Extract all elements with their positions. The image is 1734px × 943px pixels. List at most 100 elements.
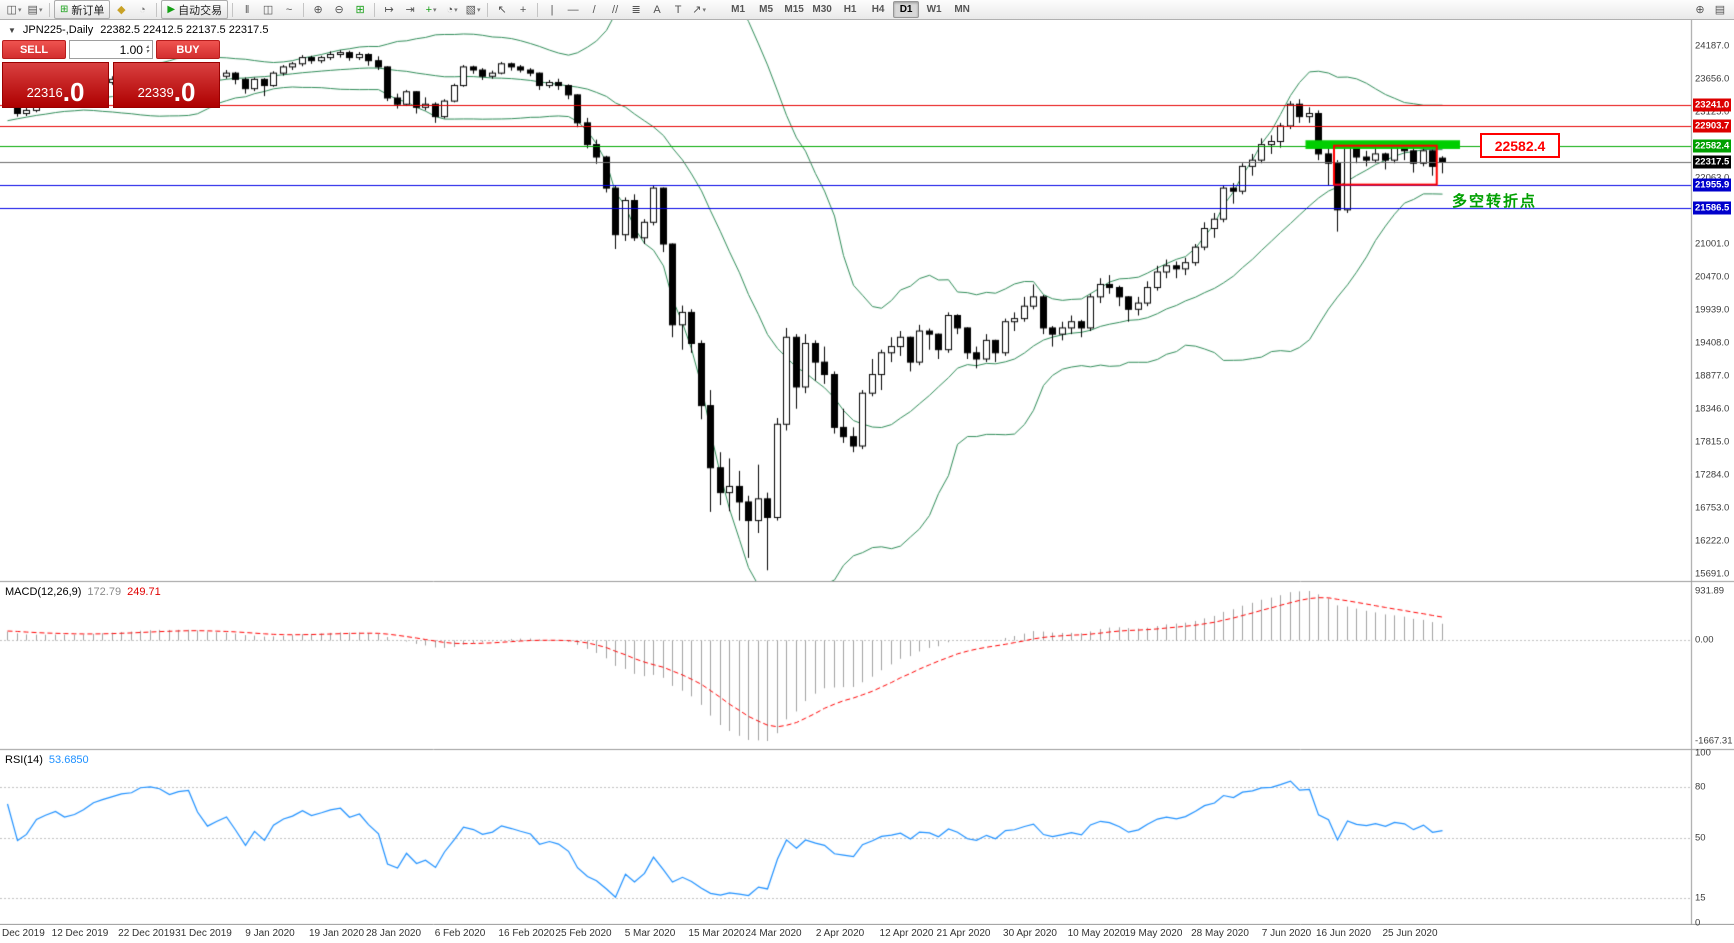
volume-value[interactable]: 1.00 [119, 42, 143, 57]
volume-down-icon[interactable]: ▾ [145, 48, 149, 55]
line-chart-icon: ~ [285, 3, 293, 16]
volume-stepper[interactable]: 1.00 ▴ ▾ [69, 40, 153, 59]
zoom-out-icon[interactable]: ⊖ [329, 0, 349, 19]
rsi-scale-label: 100 [1695, 747, 1711, 759]
chevron-down-icon: ▾ [454, 6, 458, 14]
channel-icon[interactable]: // [605, 0, 625, 19]
fibonacci-icon[interactable]: ≣ [626, 0, 646, 19]
horizontal-line-icon: — [567, 3, 579, 16]
bar-chart-icon[interactable]: ‖ [237, 0, 257, 19]
date-tick-label: 12 Apr 2020 [879, 928, 934, 939]
new-chart-icon[interactable]: ◫ ▾ [4, 0, 24, 19]
profiles-icon[interactable]: ▤ ▾ [25, 0, 45, 19]
rsi-scale-label: 50 [1695, 832, 1706, 844]
chart-shift-icon[interactable]: ⇥ [400, 0, 420, 19]
rsi-scale-label: 80 [1695, 781, 1706, 793]
date-tick-label: 5 Mar 2020 [624, 928, 676, 939]
toolbar: ◫ ▾ ▤ ▾ ⊞ 新订单 ◆ ◔ ▶ 自动交易 ‖ ◫ ~ ⊕ ⊖ ⊞ ↦ ⇥ + ▾ ◔ ▾ ▧ ▾ ↖ + | — ///≣ A T ↗… [0, 0, 1734, 20]
date-tick-label: 9 Jan 2020 [245, 928, 295, 939]
buy-button[interactable]: BUY [156, 40, 220, 59]
toolbar-main-group: ◫ ▾ ▤ ▾ ⊞ 新订单 ◆ ◔ ▶ 自动交易 ‖ ◫ ~ ⊕ ⊖ ⊞ ↦ ⇥ + ▾ ◔ ▾ ▧ ▾ ↖ + | — ///≣ A T ↗… [4, 0, 709, 19]
timeframe-m30[interactable]: M30 [812, 4, 832, 15]
macd-scale-label: 931.89 [1695, 585, 1725, 597]
price-callout-box[interactable]: 22582.4 [1480, 133, 1560, 158]
timeframe-toolbar: M1 M5 M15 M30 H1 H4 D1 W1 MN [724, 1, 976, 18]
date-tick-label: 31 Dec 2019 [175, 928, 232, 939]
buy-price-box[interactable]: 22339.0 [113, 62, 220, 108]
timeframe-w1[interactable]: W1 [926, 4, 942, 15]
timeframe-h1[interactable]: H1 [843, 4, 857, 15]
cursor-icon[interactable]: ↖ [492, 0, 512, 19]
timeframe-m1[interactable]: M1 [731, 4, 746, 15]
date-tick-label: 28 Jan 2020 [365, 928, 422, 939]
timeframe-d1[interactable]: D1 [893, 1, 920, 18]
date-tick-label: 16 Jun 2020 [1315, 928, 1372, 939]
chevron-down-icon: ▾ [433, 6, 437, 14]
volume-spin[interactable]: ▴ ▾ [145, 43, 149, 55]
candlestick-chart-icon[interactable]: ◫ [258, 0, 278, 19]
metaeditor-icon[interactable]: ◆ [111, 0, 131, 19]
toolbar-separator [49, 2, 50, 17]
autotrading-button[interactable]: ▶ 自动交易 [161, 0, 229, 19]
timeframe-mn[interactable]: MN [954, 4, 970, 15]
sell-price-box[interactable]: 22316.0 [2, 62, 109, 108]
timeframe-h4[interactable]: H4 [871, 4, 885, 15]
timeframe-m5[interactable]: M5 [759, 4, 774, 15]
chevron-down-icon: ▾ [702, 6, 706, 14]
history-center-icon[interactable]: ◔ [132, 0, 152, 19]
horizontal-line-icon[interactable]: — [563, 0, 583, 19]
price-chart-canvas[interactable] [0, 20, 1734, 925]
new-order-button[interactable]: ⊞ 新订单 [54, 0, 111, 19]
sell-price-big: .0 [62, 77, 85, 107]
zoom-in-icon[interactable]: ⊕ [308, 0, 328, 19]
toolbar-right-group: ⊕ ▤ [1690, 0, 1730, 19]
zoom-out-icon: ⊖ [334, 4, 344, 16]
price-tick-label: 17284.0 [1695, 469, 1730, 481]
magnifier-icon[interactable]: ⊕ [1690, 0, 1710, 19]
text-icon: A [653, 3, 661, 16]
new-order-button-label: 新订单 [71, 4, 105, 17]
sell-price-main: 22316 [26, 85, 63, 100]
templates-icon: ▧ [465, 4, 477, 16]
one-click-trading-panel: SELL 1.00 ▴ ▾ BUY 22316.0 22339.0 [2, 40, 220, 108]
macd-name: MACD(12,26,9) [5, 586, 82, 598]
fibonacci-icon: ≣ [631, 4, 641, 16]
vertical-line-icon[interactable]: | [542, 0, 562, 19]
sell-button[interactable]: SELL [2, 40, 66, 59]
autotrading-button-label: 自动交易 [178, 4, 223, 17]
buy-price-big: .0 [173, 77, 196, 107]
macd-main-value: 172.79 [87, 586, 122, 598]
timeframe-m15[interactable]: M15 [784, 4, 804, 15]
price-line-label: 23241.0 [1693, 98, 1732, 112]
indicators-icon[interactable]: + ▾ [421, 0, 441, 19]
volume-up-icon[interactable]: ▴ [145, 43, 149, 50]
periods-icon[interactable]: ◔ ▾ [442, 0, 462, 19]
one-click-toggle-icon[interactable]: ▼ [8, 25, 16, 35]
trendline-icon: / [592, 3, 596, 16]
trendline-icon[interactable]: / [584, 0, 604, 19]
indicators-icon: + [425, 3, 433, 16]
line-chart-icon[interactable]: ~ [279, 0, 299, 19]
new-order-button-icon: ⊞ [60, 4, 69, 15]
chart-shift-icon: ⇥ [405, 4, 415, 16]
price-tick-label: 20470.0 [1695, 271, 1730, 283]
date-tick-label: 24 Mar 2020 [745, 928, 802, 939]
arrows-icon[interactable]: ↗ ▾ [689, 0, 709, 19]
tile-windows-icon[interactable]: ⊞ [350, 0, 370, 19]
symbol-title: JPN225-,Daily [22, 24, 94, 36]
date-tick-label: 16 Feb 2020 [498, 928, 555, 939]
date-tick-label: 30 Apr 2020 [1003, 928, 1057, 939]
text-icon[interactable]: A [647, 0, 667, 19]
history-center-icon: ◔ [139, 3, 146, 16]
toolbar-separator [232, 2, 234, 17]
depth-of-market-icon[interactable]: ▤ [1710, 0, 1730, 19]
price-tick-label: 15691.0 [1695, 568, 1730, 580]
zoom-in-icon: ⊕ [313, 4, 323, 16]
price-tick-label: 21001.0 [1695, 238, 1730, 250]
one-click-price-row: 22316.0 22339.0 [2, 62, 220, 108]
auto-scroll-icon[interactable]: ↦ [379, 0, 399, 19]
crosshair-icon[interactable]: + [513, 0, 533, 19]
date-tick-label: 19 Jan 2020 [308, 928, 365, 939]
label-icon[interactable]: T [668, 0, 688, 19]
templates-icon[interactable]: ▧ ▾ [463, 0, 483, 19]
